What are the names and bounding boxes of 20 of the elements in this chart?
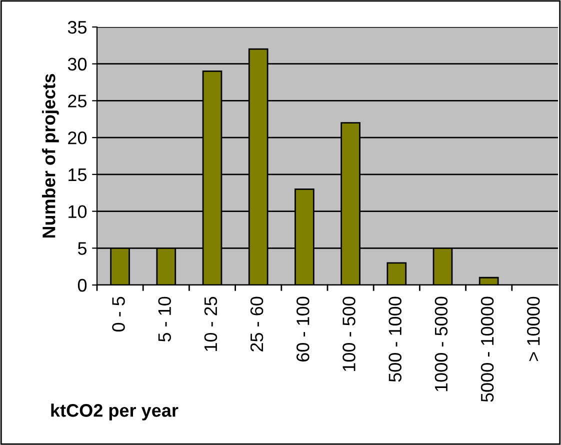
x-tick-label: 10 - 25 [204,296,218,351]
y-tick-label: 20 [68,132,87,144]
x-tick-label: 0 - 5 [112,296,125,332]
y-tick-label: 0 [78,278,87,292]
y-tick-label: 10 [68,205,87,218]
y-axis-title: Number of projects [42,74,59,238]
y-tick-label: 5 [78,242,87,255]
x-tick-label: 1000 - 5000 [434,296,448,392]
x-tick-label: 100 - 500 [342,296,356,372]
x-axis-title: ktCO2 per year [51,404,178,420]
y-tick-label: 35 [68,20,87,34]
x-tick-label: 25 - 60 [250,296,264,352]
x-tick-label: 5000 - 10000 [480,296,494,402]
y-tick-label: 25 [68,94,87,108]
x-tick-label: > 10000 [527,296,540,361]
y-tick-label: 15 [68,168,87,182]
x-tick-label: 5 - 10 [158,296,171,342]
x-tick-label: 500 - 1000 [388,296,402,382]
x-tick-label: 60 - 100 [296,296,310,362]
y-tick-label: 30 [68,58,87,71]
